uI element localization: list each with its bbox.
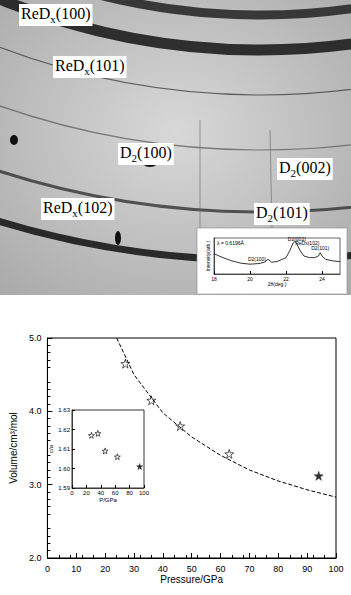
svg-text:1.59: 1.59: [58, 485, 70, 491]
svg-text:40: 40: [97, 490, 104, 496]
svg-text:60: 60: [112, 490, 119, 496]
svg-text:2θ(deg.): 2θ(deg.): [268, 281, 287, 287]
svg-text:Pressure/GPa: Pressure/GPa: [160, 574, 223, 585]
svg-text:20: 20: [247, 276, 253, 282]
svg-text:90: 90: [302, 564, 312, 574]
svg-text:18: 18: [211, 276, 217, 282]
svg-text:1.61: 1.61: [58, 446, 70, 452]
svg-text:100: 100: [328, 564, 343, 574]
svg-text:24: 24: [319, 276, 325, 282]
svg-text:1.63: 1.63: [58, 407, 70, 413]
svg-text:22: 22: [283, 276, 289, 282]
svg-text:D2(101): D2(101): [256, 204, 308, 224]
svg-text:ReDx(102): ReDx(102): [295, 239, 320, 246]
svg-text:ReDx(102): ReDx(102): [43, 199, 112, 219]
svg-text:P/GPa: P/GPa: [99, 497, 117, 503]
svg-text:ReDx(101): ReDx(101): [55, 57, 124, 77]
svg-text:D2(100): D2(100): [120, 144, 172, 164]
svg-text:80: 80: [126, 490, 133, 496]
svg-text:Intensity(arb.): Intensity(arb.): [205, 240, 211, 271]
svg-text:40: 40: [158, 564, 168, 574]
svg-text:60: 60: [216, 564, 226, 574]
svg-text:D2(002): D2(002): [279, 159, 331, 179]
svg-text:100: 100: [139, 490, 150, 496]
svg-text:30: 30: [129, 564, 139, 574]
svg-text:0: 0: [70, 490, 74, 496]
svg-text:1.60: 1.60: [58, 466, 70, 472]
svg-text:10: 10: [71, 564, 81, 574]
svg-text:D2(002): D2(002): [288, 236, 306, 242]
svg-text:1.62: 1.62: [58, 427, 70, 433]
svg-text:2.0: 2.0: [29, 553, 42, 563]
svg-text:c/a: c/a: [48, 444, 54, 453]
svg-text:20: 20: [83, 490, 90, 496]
svg-text:5.0: 5.0: [29, 333, 42, 343]
svg-text:4.0: 4.0: [29, 406, 42, 416]
svg-text:3.0: 3.0: [29, 480, 42, 490]
svg-text:70: 70: [244, 564, 254, 574]
svg-text:0: 0: [45, 564, 50, 574]
svg-text:D2(100): D2(100): [248, 256, 266, 262]
svg-text:λ = 0.6196Å: λ = 0.6196Å: [217, 240, 244, 246]
svg-text:20: 20: [100, 564, 110, 574]
svg-text:D2(101): D2(101): [311, 245, 329, 251]
svg-text:80: 80: [273, 564, 283, 574]
svg-text:50: 50: [187, 564, 197, 574]
svg-text:Volume/cm³/mol: Volume/cm³/mol: [8, 412, 19, 484]
svg-text:ReDx(100): ReDx(100): [21, 5, 90, 25]
